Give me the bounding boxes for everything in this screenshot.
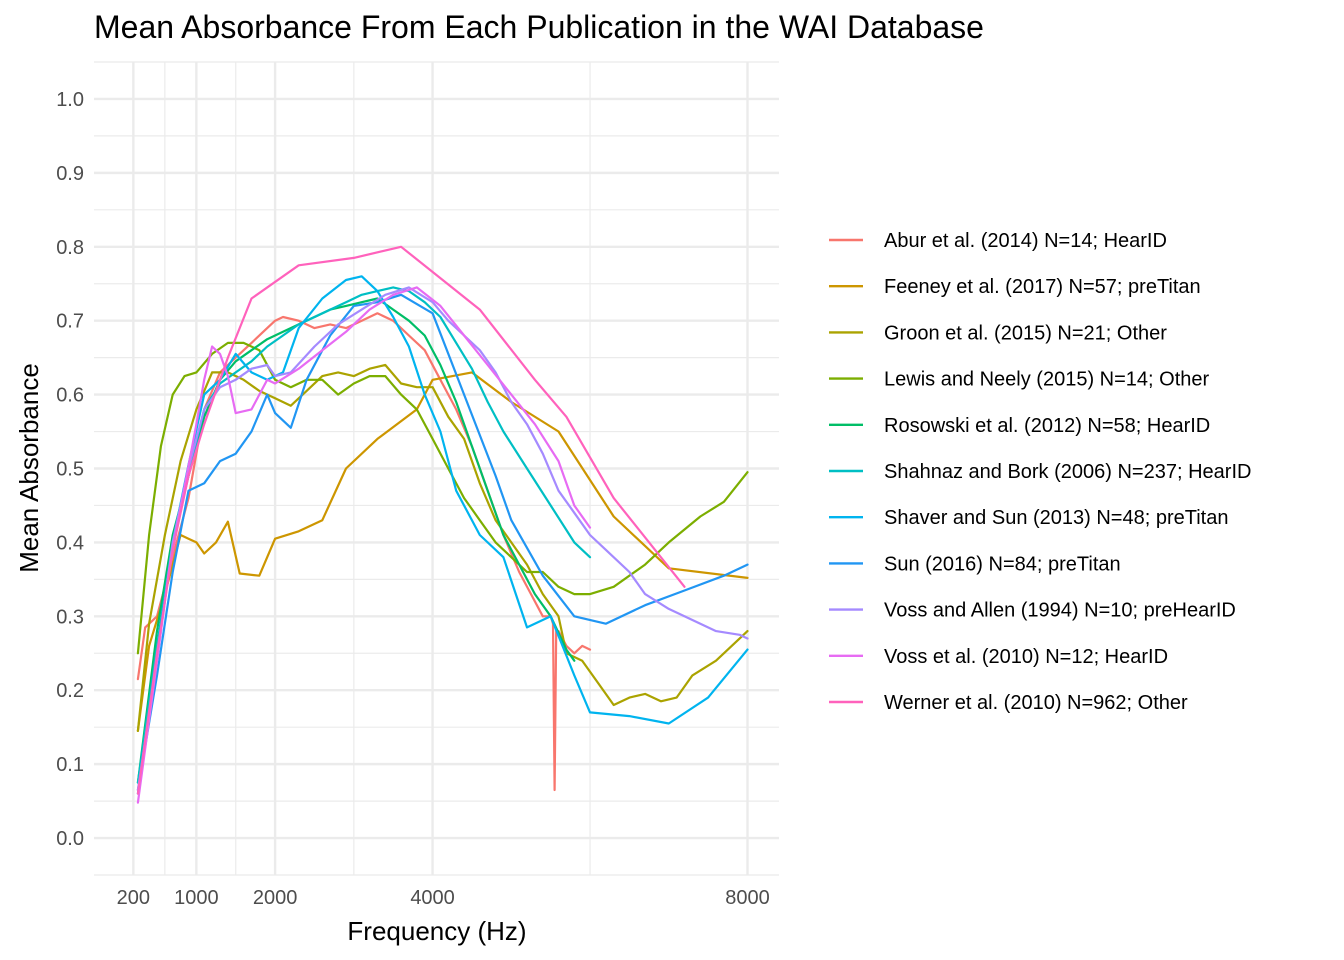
series-line (136, 286, 592, 804)
legend-item: Shahnaz and Bork (2006) N=237; HearID (829, 461, 1251, 483)
y-tick-label: 0.9 (56, 163, 84, 185)
series-line (136, 341, 749, 655)
y-tick-label: 0.5 (56, 459, 84, 481)
legend-item: Lewis and Neely (2015) N=14; Other (829, 369, 1210, 391)
x-axis-title: Frequency (Hz) (347, 916, 526, 946)
series-line (136, 363, 749, 732)
y-axis-title: Mean Absorbance (14, 363, 44, 573)
legend-label: Voss et al. (2010) N=12; HearID (884, 646, 1168, 668)
series-line (136, 293, 749, 792)
y-tick-labels: 0.0 0.1 0.2 0.3 0.4 0.5 0.6 0.7 0.8 0.9 1.0 (56, 89, 84, 850)
x-tick-label: 8000 (725, 887, 770, 909)
y-tick-label: 0.8 (56, 237, 84, 259)
legend-label: Shaver and Sun (2013) N=48; preTitan (884, 507, 1228, 529)
legend-item: Werner et al. (2010) N=962; Other (829, 692, 1188, 714)
legend-label: Lewis and Neely (2015) N=14; Other (884, 369, 1210, 391)
y-tick-label: 1.0 (56, 89, 84, 111)
legend-item: Rosowski et al. (2012) N=58; HearID (829, 415, 1210, 437)
legend-item: Feeney et al. (2017) N=57; preTitan (829, 276, 1201, 298)
y-tick-label: 0.2 (56, 680, 84, 702)
legend-label: Rosowski et al. (2012) N=58; HearID (884, 415, 1210, 437)
x-tick-label: 200 (117, 887, 150, 909)
legend-item: Voss and Allen (1994) N=10; preHearID (829, 600, 1236, 622)
legend-label: Werner et al. (2010) N=962; Other (884, 692, 1188, 714)
y-tick-label: 0.6 (56, 385, 84, 407)
legend-label: Voss and Allen (1994) N=10; preHearID (884, 600, 1236, 622)
series-line (136, 275, 749, 795)
legend-label: Sun (2016) N=84; preTitan (884, 553, 1121, 575)
legend-label: Feeney et al. (2017) N=57; preTitan (884, 276, 1201, 298)
legend-label: Shahnaz and Bork (2006) N=237; HearID (884, 461, 1251, 483)
legend-item: Voss et al. (2010) N=12; HearID (829, 646, 1168, 668)
legend-item: Groon et al. (2015) N=21; Other (829, 322, 1167, 344)
y-tick-label: 0.1 (56, 754, 84, 776)
y-tick-label: 0.0 (56, 828, 84, 850)
x-tick-label: 1000 (174, 887, 219, 909)
series-line (136, 245, 686, 795)
legend-label: Abur et al. (2014) N=14; HearID (884, 230, 1167, 252)
legend-item: Abur et al. (2014) N=14; HearID (829, 230, 1167, 252)
x-tick-label: 4000 (410, 887, 455, 909)
y-tick-label: 0.3 (56, 606, 84, 628)
legend-label: Groon et al. (2015) N=21; Other (884, 322, 1167, 344)
grid (94, 61, 779, 876)
chart-title: Mean Absorbance From Each Publication in… (94, 9, 984, 45)
series-line (136, 286, 749, 792)
y-tick-label: 0.4 (56, 532, 84, 554)
legend: Abur et al. (2014) N=14; HearID Feeney et… (829, 230, 1251, 714)
legend-item: Sun (2016) N=84; preTitan (829, 553, 1121, 575)
x-tick-labels: 200 1000 2000 4000 8000 (117, 887, 770, 909)
legend-item: Shaver and Sun (2013) N=48; preTitan (829, 507, 1228, 529)
series-line (136, 371, 749, 732)
series-lines (136, 245, 749, 804)
x-tick-label: 2000 (253, 887, 298, 909)
y-tick-label: 0.7 (56, 311, 84, 333)
